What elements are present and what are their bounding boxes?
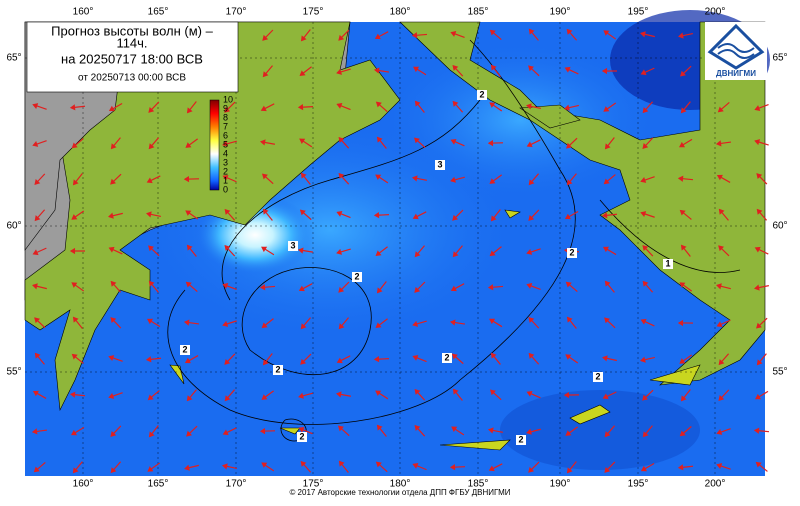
lon-label: 170° — [226, 7, 247, 18]
contour-label: 2 — [354, 271, 359, 281]
lon-label: 195° — [628, 7, 649, 18]
title-line: от 20250713 00:00 ВСВ — [78, 73, 186, 84]
contour-label: 2 — [444, 352, 449, 362]
lon-label: 180° — [390, 479, 411, 490]
logo-text: ДВНИГМИ — [716, 69, 756, 78]
lon-label: 190° — [550, 479, 571, 490]
lon-label: 170° — [226, 479, 247, 490]
lat-label: 55° — [6, 367, 21, 378]
lon-label: 160° — [73, 479, 94, 490]
lat-label: 60° — [6, 221, 21, 232]
lon-label: 185° — [468, 7, 489, 18]
lon-label: 175° — [303, 7, 324, 18]
lon-label: 165° — [148, 479, 169, 490]
lat-label: 55° — [772, 367, 787, 378]
lon-label: 190° — [550, 7, 571, 18]
lon-label: 180° — [390, 7, 411, 18]
title-line: на 20250717 18:00 ВСВ — [61, 51, 203, 66]
lon-label: 200° — [705, 7, 726, 18]
lat-label: 65° — [6, 53, 21, 64]
logo: ДВНИГМИ — [705, 22, 767, 80]
colorbar — [210, 100, 219, 190]
title-line: 114ч. — [116, 35, 147, 50]
lat-label: 60° — [772, 221, 787, 232]
contour-label: 2 — [275, 364, 280, 374]
lon-label: 185° — [468, 479, 489, 490]
lon-label: 175° — [303, 479, 324, 490]
title-box: Прогноз высоты волн (м) – 114ч. на 20250… — [27, 22, 238, 92]
contour-label: 2 — [518, 434, 523, 444]
contour-label: 2 — [479, 89, 484, 99]
lon-label: 195° — [628, 479, 649, 490]
lat-label: 65° — [772, 53, 787, 64]
contour-label: 2 — [299, 431, 304, 441]
colorbar-label: 0 — [223, 184, 228, 194]
contour-label: 3 — [437, 159, 442, 169]
contour-label: 1 — [665, 258, 670, 268]
lon-label: 165° — [148, 7, 169, 18]
contour-label: 2 — [569, 247, 574, 257]
contour-label: 3 — [290, 240, 295, 250]
lon-label: 160° — [73, 7, 94, 18]
contour-label: 2 — [182, 344, 187, 354]
lon-label: 200° — [705, 479, 726, 490]
contour-label: 2 — [595, 371, 600, 381]
